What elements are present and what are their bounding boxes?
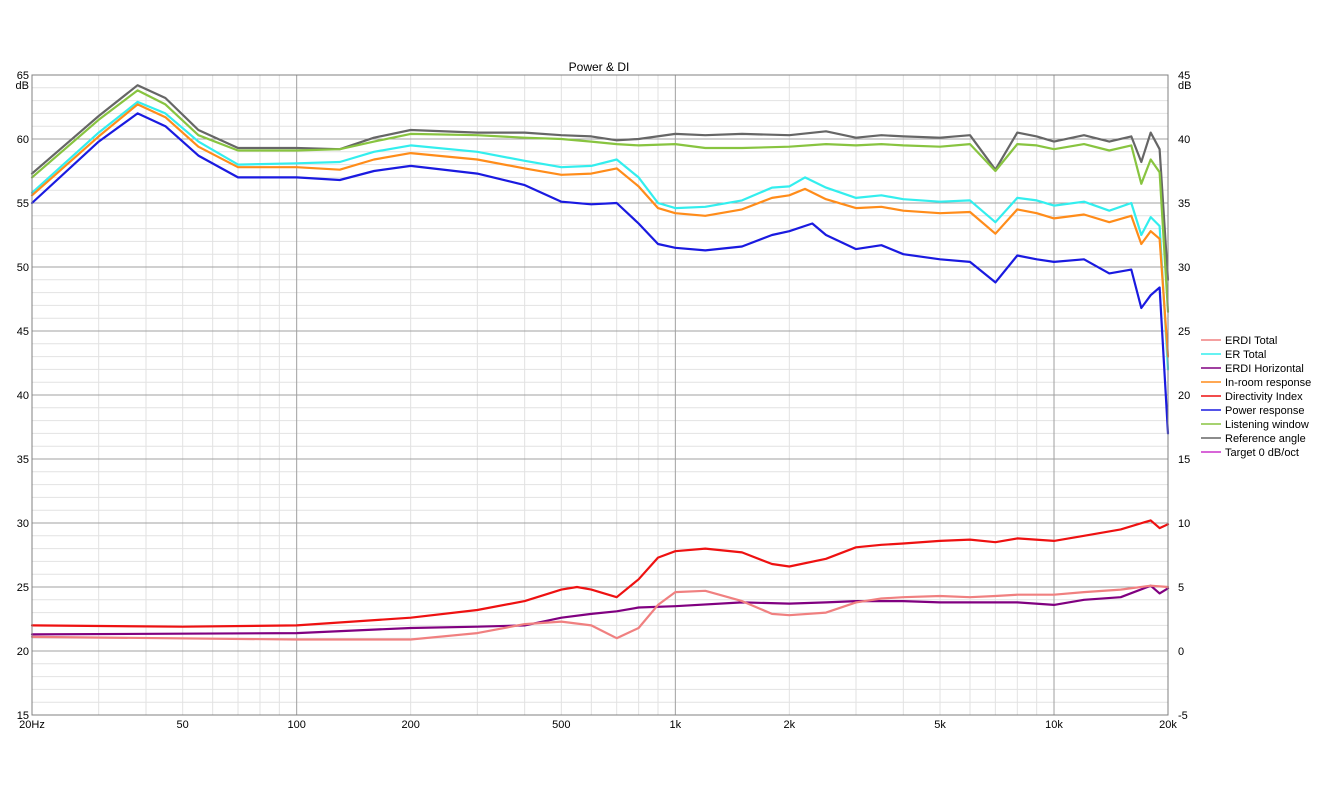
right-tick-label: 20 bbox=[1178, 390, 1190, 402]
x-axis-ticks: 20Hz 50 100 200 500 1k 2k 5k 10k 20k bbox=[19, 719, 1177, 731]
left-tick-label: 65 bbox=[17, 70, 29, 82]
legend-label: ER Total bbox=[1225, 349, 1266, 361]
legend-label: Reference angle bbox=[1225, 433, 1306, 445]
x-tick-label: 100 bbox=[287, 719, 305, 731]
legend-label: Listening window bbox=[1225, 419, 1309, 431]
x-tick-label: 5k bbox=[934, 719, 946, 731]
legend-item: In-room response bbox=[1201, 377, 1311, 389]
left-tick-label: 25 bbox=[17, 582, 29, 594]
left-axis-ticks: 15 20 25 30 35 40 45 50 55 60 65 bbox=[17, 70, 29, 722]
left-tick-label: 20 bbox=[17, 646, 29, 658]
right-tick-label: 5 bbox=[1178, 582, 1184, 594]
x-tick-label: 20k bbox=[1159, 719, 1177, 731]
legend-label: Target 0 dB/oct bbox=[1225, 447, 1299, 459]
legend-item: Power response bbox=[1201, 405, 1305, 417]
legend-label: Directivity Index bbox=[1225, 391, 1303, 403]
x-tick-label: 500 bbox=[552, 719, 570, 731]
left-tick-label: 60 bbox=[17, 134, 29, 146]
right-tick-label: 25 bbox=[1178, 326, 1190, 338]
left-tick-label: 55 bbox=[17, 198, 29, 210]
left-tick-label: 40 bbox=[17, 390, 29, 402]
major-grid bbox=[32, 75, 1168, 715]
series-line-in-room-response bbox=[30, 103, 1170, 358]
legend-item: ER Total bbox=[1201, 349, 1266, 361]
series-line-er-total bbox=[30, 100, 1170, 371]
right-axis-ticks: -5 0 5 10 15 20 25 30 35 40 45 bbox=[1178, 70, 1190, 722]
legend-item: Reference angle bbox=[1201, 433, 1306, 445]
series-line-power-response bbox=[30, 112, 1170, 435]
left-tick-label: 30 bbox=[17, 518, 29, 530]
x-tick-label: 50 bbox=[177, 719, 189, 731]
series-line-directivity-index bbox=[30, 519, 1170, 628]
legend-label: Power response bbox=[1225, 405, 1305, 417]
legend: ERDI Total ER Total ERDI Horizontal In-room… bbox=[1201, 335, 1311, 459]
plot-frame bbox=[31, 74, 1169, 716]
right-tick-label: 10 bbox=[1178, 518, 1190, 530]
legend-label: ERDI Total bbox=[1225, 335, 1277, 347]
legend-item: Listening window bbox=[1201, 419, 1309, 431]
legend-label: ERDI Horizontal bbox=[1225, 363, 1304, 375]
left-axis-unit: dB bbox=[16, 80, 29, 92]
legend-item: Directivity Index bbox=[1201, 391, 1303, 403]
series-line-listening-window bbox=[30, 89, 1170, 313]
x-tick-label: 200 bbox=[401, 719, 419, 731]
legend-item: ERDI Total bbox=[1201, 335, 1277, 347]
right-tick-label: 45 bbox=[1178, 70, 1190, 82]
chart-title: Power & DI bbox=[569, 60, 630, 74]
series-line-erdi-total bbox=[30, 584, 1170, 641]
series-layer bbox=[30, 84, 1170, 641]
x-tick-label: 20Hz bbox=[19, 719, 45, 731]
right-tick-label: 15 bbox=[1178, 454, 1190, 466]
right-tick-label: 40 bbox=[1178, 134, 1190, 146]
legend-item: ERDI Horizontal bbox=[1201, 363, 1304, 375]
right-tick-label: -5 bbox=[1178, 710, 1188, 722]
legend-label: In-room response bbox=[1225, 377, 1311, 389]
left-tick-label: 45 bbox=[17, 326, 29, 338]
left-tick-label: 50 bbox=[17, 262, 29, 274]
right-tick-label: 35 bbox=[1178, 198, 1190, 210]
left-tick-label: 35 bbox=[17, 454, 29, 466]
right-axis-unit: dB bbox=[1178, 80, 1191, 92]
left-tick-label: 15 bbox=[17, 710, 29, 722]
x-tick-label: 1k bbox=[670, 719, 682, 731]
right-tick-label: 0 bbox=[1178, 646, 1184, 658]
right-tick-label: 30 bbox=[1178, 262, 1190, 274]
x-tick-label: 2k bbox=[784, 719, 796, 731]
x-tick-label: 10k bbox=[1045, 719, 1063, 731]
series-line-reference-angle bbox=[30, 84, 1170, 281]
legend-item: Target 0 dB/oct bbox=[1201, 447, 1299, 459]
